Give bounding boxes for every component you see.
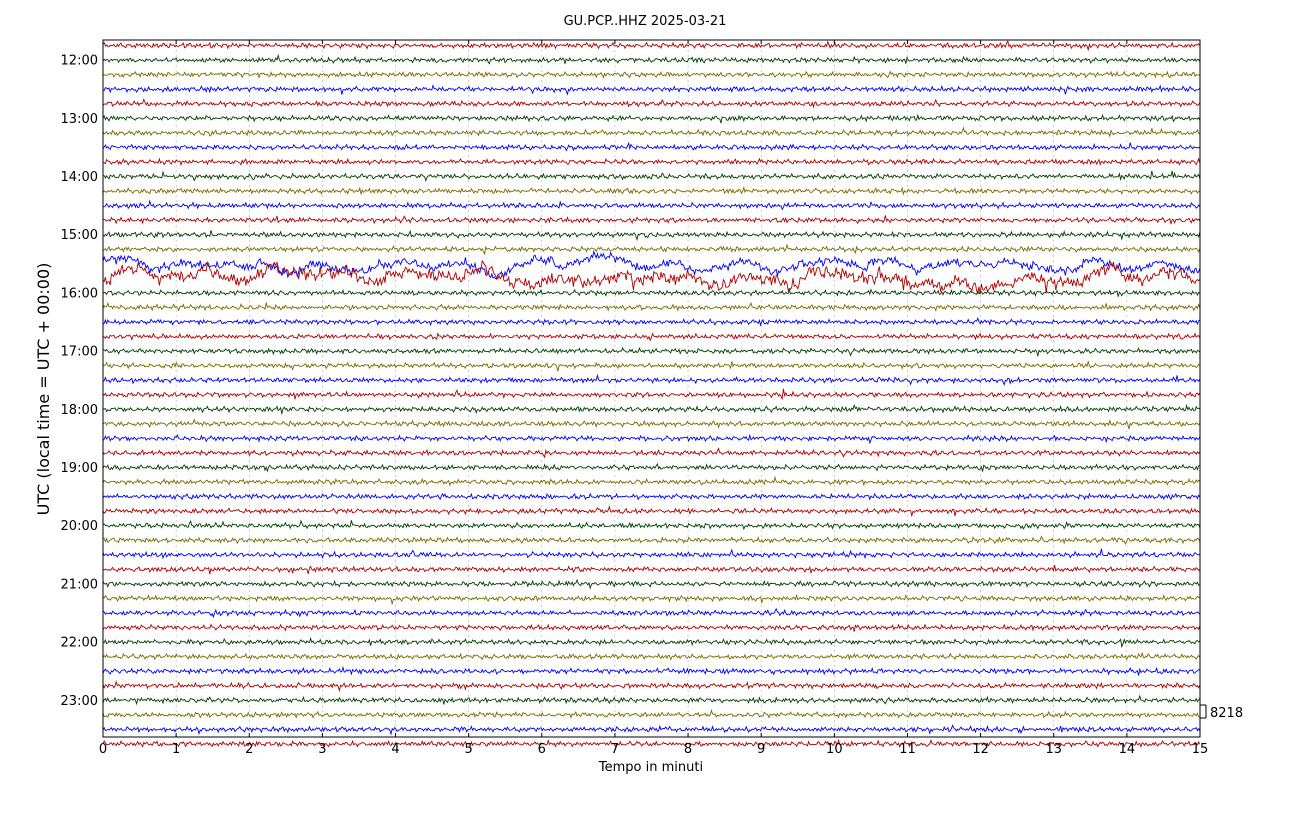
seismic-trace	[102, 418, 1201, 430]
seismic-trace	[102, 535, 1201, 546]
y-tick-label: 12:00	[61, 54, 98, 69]
x-tick-label: 0	[99, 742, 107, 757]
x-tick-label: 9	[757, 742, 765, 757]
y-tick-label: 20:00	[61, 519, 98, 534]
seismic-trace	[102, 607, 1201, 619]
seismic-trace	[102, 593, 1200, 605]
seismic-trace	[102, 141, 1201, 152]
y-axis-label: UTC (local time = UTC + 00:00)	[34, 263, 53, 516]
x-axis-ticks: 0 1 2 3 4 5 6 7 8 9 10 11 12 13 14 15	[99, 40, 1208, 757]
y-tick-label: 15:00	[61, 228, 98, 243]
seismic-trace	[102, 403, 1200, 415]
seismic-trace	[102, 126, 1201, 138]
scale-bar-label: 8218	[1210, 706, 1243, 721]
y-tick-label: 21:00	[61, 577, 98, 592]
x-tick-label: 12	[972, 742, 989, 757]
seismic-trace	[102, 199, 1201, 211]
seismic-trace	[102, 651, 1201, 661]
grid	[175, 40, 1128, 737]
seismic-trace	[102, 519, 1201, 531]
seismic-trace	[102, 98, 1201, 109]
x-tick-label: 6	[538, 742, 546, 757]
seismic-trace	[102, 548, 1200, 560]
seismic-trace	[102, 578, 1200, 590]
seismic-trace	[102, 70, 1201, 79]
seismic-trace	[102, 360, 1201, 372]
seismic-trace	[102, 665, 1200, 676]
y-tick-label: 23:00	[61, 694, 98, 709]
x-tick-label: 8	[684, 742, 692, 757]
seismic-trace	[102, 636, 1201, 649]
seismic-trace	[102, 738, 1201, 749]
x-tick-label: 11	[899, 742, 916, 757]
seismic-trace	[102, 243, 1201, 256]
chart-title: GU.PCP..HHZ 2025-03-21	[564, 14, 727, 29]
seismic-trace	[102, 724, 1201, 736]
y-tick-label: 22:00	[61, 636, 98, 651]
seismic-trace	[102, 113, 1201, 124]
y-tick-label: 17:00	[61, 345, 98, 360]
seismic-trace	[102, 170, 1201, 182]
plot-frame	[102, 39, 1201, 738]
seismic-trace	[102, 373, 1201, 387]
seismic-trace	[102, 84, 1201, 96]
y-tick-label: 16:00	[61, 286, 98, 301]
seismic-trace	[102, 186, 1200, 196]
y-tick-label: 19:00	[61, 461, 98, 476]
seismic-trace	[102, 433, 1201, 445]
seismic-trace	[102, 680, 1201, 693]
seismic-trace	[102, 332, 1201, 342]
seismic-trace	[102, 565, 1201, 575]
scale-bar: 8218	[1200, 704, 1243, 721]
seismic-trace	[102, 229, 1201, 242]
seismic-trace	[102, 53, 1201, 65]
seismic-trace	[102, 316, 1201, 327]
seismic-trace	[102, 215, 1201, 225]
x-tick-label: 4	[391, 742, 399, 757]
x-tick-label: 5	[465, 742, 473, 757]
traces	[102, 40, 1201, 749]
seismic-trace	[102, 301, 1201, 312]
seismic-trace	[102, 492, 1201, 501]
seismic-trace	[102, 388, 1201, 401]
seismic-trace	[102, 505, 1201, 518]
seismic-trace	[102, 447, 1201, 459]
y-axis-ticks: 12:00 13:00 14:00 15:00 16:00 17:00 18:00 19:00…	[61, 54, 98, 709]
y-tick-label: 14:00	[61, 170, 98, 185]
x-tick-label: 15	[1192, 742, 1209, 757]
seismic-trace	[102, 708, 1200, 720]
seismic-trace	[102, 694, 1201, 706]
x-tick-label: 2	[245, 742, 253, 757]
seismic-trace	[102, 475, 1201, 487]
x-tick-label: 10	[826, 742, 843, 757]
x-axis-label: Tempo in minuti	[598, 760, 703, 775]
seismic-trace	[102, 288, 1201, 298]
x-tick-label: 3	[318, 742, 326, 757]
x-tick-label: 14	[1119, 742, 1136, 757]
seismic-trace	[102, 462, 1201, 473]
x-tick-label: 1	[172, 742, 180, 757]
seismic-trace	[102, 40, 1201, 52]
seismic-trace	[102, 346, 1201, 357]
y-tick-label: 18:00	[61, 403, 98, 418]
y-tick-label: 13:00	[61, 112, 98, 127]
seismic-trace	[102, 623, 1201, 632]
x-tick-label: 7	[611, 742, 619, 757]
seismic-trace	[102, 259, 1201, 295]
x-tick-label: 13	[1045, 742, 1062, 757]
seismic-trace	[102, 157, 1201, 167]
